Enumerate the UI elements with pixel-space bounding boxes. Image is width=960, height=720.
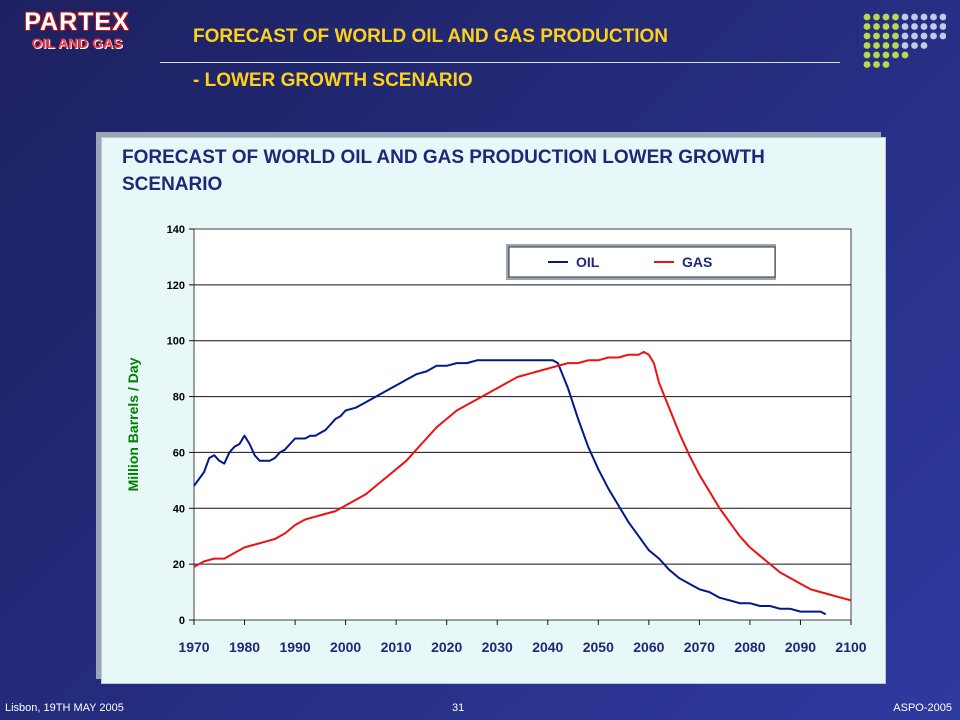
- x-tick-label: 1980: [229, 639, 260, 655]
- y-tick-label: 0: [179, 615, 185, 627]
- x-tick-label: 2010: [381, 639, 412, 655]
- decorative-dot: [901, 42, 909, 49]
- x-tick-label: 1990: [279, 639, 310, 655]
- footer-page-number: 31: [452, 702, 465, 714]
- decorative-dot: [911, 13, 918, 21]
- series-line-gas: [193, 350, 852, 602]
- decorative-dot: [873, 61, 880, 68]
- decorative-dot: [920, 42, 928, 49]
- decorative-dot: [901, 32, 909, 40]
- footer-event: ASPO-2005: [893, 702, 952, 714]
- slide-subtitle: - LOWER GROWTH SCENARIO: [193, 70, 473, 91]
- decorative-dot: [930, 13, 937, 21]
- y-tick-label: 140: [167, 224, 185, 236]
- decorative-dot: [863, 13, 871, 21]
- decorative-dot: [939, 23, 946, 30]
- decorative-dot: [930, 23, 937, 30]
- decorative-dot: [882, 13, 890, 21]
- legend-label-gas: GAS: [682, 254, 712, 270]
- y-tick-label: 100: [167, 336, 185, 348]
- decorative-dot: [873, 23, 880, 30]
- decorative-dot: [882, 61, 890, 68]
- decorative-dot: [920, 13, 928, 21]
- decorative-dot: [863, 32, 871, 40]
- decorative-dot: [873, 51, 880, 59]
- decorative-dot: [920, 23, 928, 30]
- decorative-dot: [930, 32, 937, 40]
- series-line-oil: [193, 359, 827, 616]
- decorative-dot-grid: [863, 13, 946, 68]
- slide-title: FORECAST OF WORLD OIL AND GAS PRODUCTION: [193, 26, 668, 47]
- y-tick-label: 40: [173, 503, 185, 515]
- logo-main-text: PARTEX: [24, 8, 130, 36]
- decorative-dot: [863, 42, 871, 49]
- decorative-dot: [901, 51, 909, 59]
- x-tick-label: 2100: [835, 639, 866, 655]
- x-tick-label: 2060: [633, 639, 664, 655]
- decorative-dot: [901, 13, 909, 21]
- x-tick-label: 2020: [431, 639, 462, 655]
- y-tick-label: 20: [173, 559, 185, 571]
- plot-area: [193, 228, 852, 621]
- decorative-dot: [892, 51, 899, 59]
- decorative-dot: [911, 32, 918, 40]
- x-tick-label: 2070: [684, 639, 715, 655]
- decorative-dot: [873, 32, 880, 40]
- decorative-dot: [892, 23, 899, 30]
- y-tick-label: 60: [173, 447, 185, 459]
- y-tick-label: 120: [167, 280, 185, 292]
- x-tick-label: 2050: [583, 639, 614, 655]
- x-tick-label: 2030: [482, 639, 513, 655]
- decorative-dot: [863, 23, 871, 30]
- legend-label-oil: OIL: [576, 254, 600, 270]
- x-tick-label: 2090: [785, 639, 816, 655]
- decorative-dot: [873, 42, 880, 49]
- decorative-dot: [892, 42, 899, 49]
- decorative-dot: [892, 13, 899, 21]
- footer-location-date: Lisbon, 19TH MAY 2005: [5, 702, 124, 714]
- decorative-dot: [939, 32, 946, 40]
- company-logo: PARTEX OIL AND GAS: [12, 8, 142, 51]
- logo-sub-text: OIL AND GAS: [31, 35, 123, 51]
- chart-title: FORECAST OF WORLD OIL AND GAS PRODUCTION…: [122, 147, 765, 195]
- decorative-dot: [892, 32, 899, 40]
- legend: OIL GAS: [506, 244, 776, 280]
- chart-panel: FORECAST OF WORLD OIL AND GAS PRODUCTION…: [101, 137, 886, 684]
- x-tick-label: 2080: [734, 639, 765, 655]
- decorative-dot: [882, 32, 890, 40]
- decorative-dot: [873, 13, 880, 21]
- decorative-dot: [939, 13, 946, 21]
- y-tick-label: 80: [173, 392, 185, 404]
- y-axis-label: Million Barrels / Day: [125, 357, 141, 491]
- x-tick-label: 2000: [330, 639, 361, 655]
- decorative-dot: [901, 23, 909, 30]
- decorative-dot: [882, 51, 890, 59]
- decorative-dot: [863, 51, 871, 59]
- decorative-dot: [882, 42, 890, 49]
- decorative-dot: [882, 23, 890, 30]
- x-tick-label: 1970: [178, 639, 209, 655]
- x-tick-label: 2040: [532, 639, 563, 655]
- decorative-dot: [920, 32, 928, 40]
- title-divider: [160, 62, 840, 63]
- decorative-dot: [911, 42, 918, 49]
- decorative-dot: [911, 23, 918, 30]
- decorative-dot: [863, 61, 871, 68]
